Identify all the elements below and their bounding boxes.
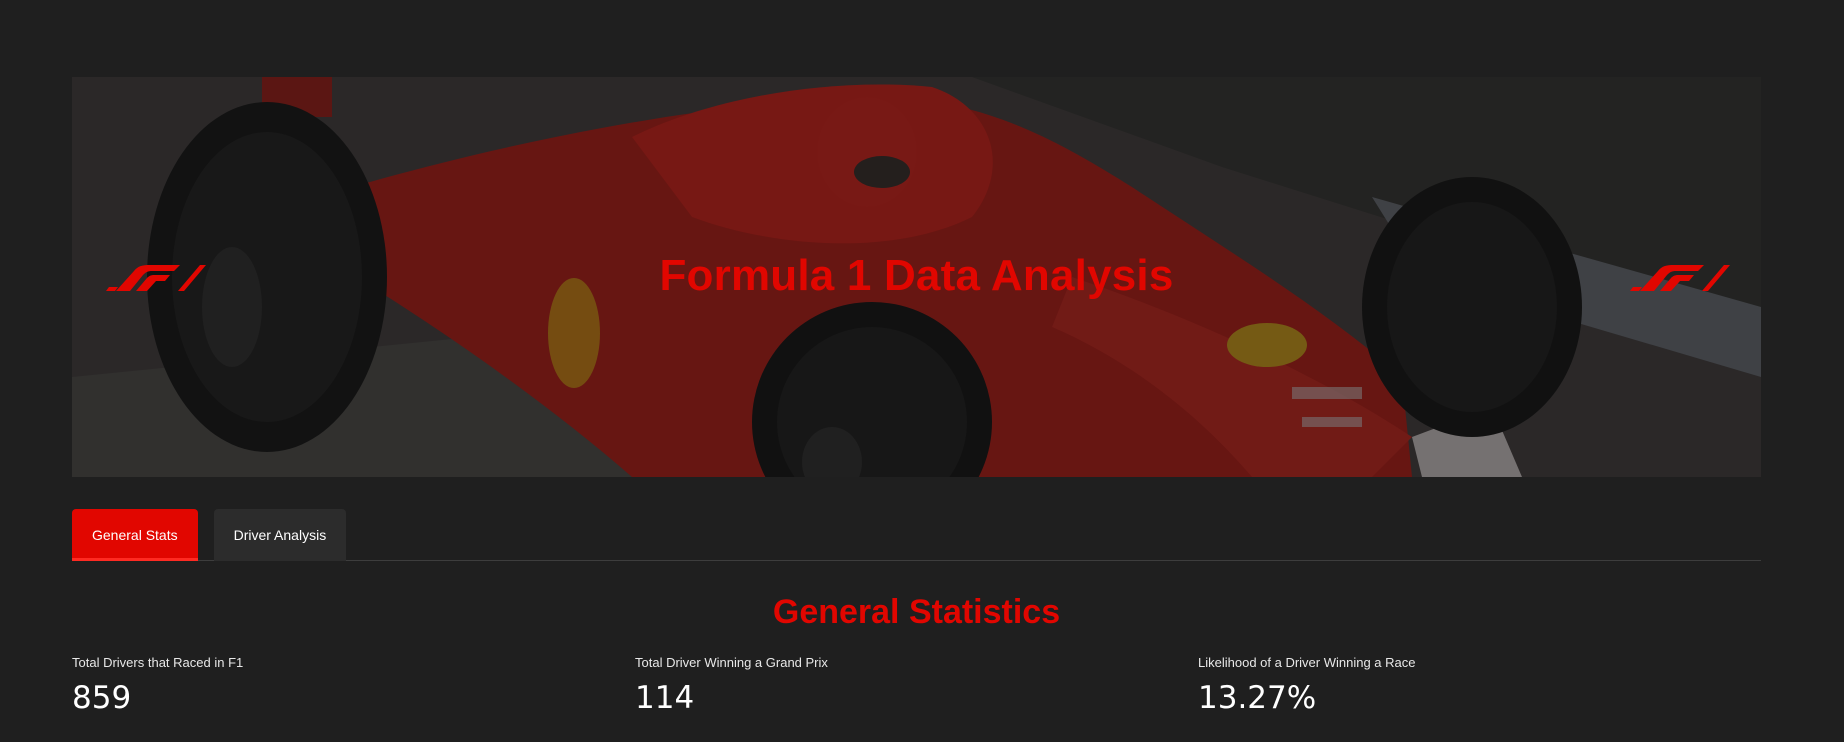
tab-bar: General Stats Driver Analysis — [72, 509, 1761, 561]
race-car-image — [72, 77, 1761, 477]
metric-value: 114 — [635, 680, 695, 716]
metric-label: Total Driver Winning a Grand Prix — [635, 655, 828, 670]
metric-total-winners: Total Driver Winning a Grand Prix 114 — [635, 655, 1198, 716]
metric-win-likelihood: Likelihood of a Driver Winning a Race 13… — [1198, 655, 1761, 716]
tab-general-stats[interactable]: General Stats — [72, 509, 198, 561]
hero-title: Formula 1 Data Analysis — [659, 251, 1174, 300]
metric-label: Likelihood of a Driver Winning a Race — [1198, 655, 1416, 670]
metrics-row: Total Drivers that Raced in F1 859 Total… — [72, 655, 1761, 716]
f1-logo-icon — [106, 265, 206, 291]
section-title: General Statistics — [772, 593, 1061, 631]
hero-banner: Formula 1 Data Analysis — [72, 77, 1761, 477]
metric-value: 13.27% — [1198, 680, 1317, 716]
metric-label: Total Drivers that Raced in F1 — [72, 655, 244, 670]
f1-logo-icon — [1630, 265, 1730, 291]
tab-driver-analysis[interactable]: Driver Analysis — [213, 509, 347, 561]
metric-total-drivers: Total Drivers that Raced in F1 859 — [72, 655, 635, 716]
metric-value: 859 — [72, 680, 132, 716]
